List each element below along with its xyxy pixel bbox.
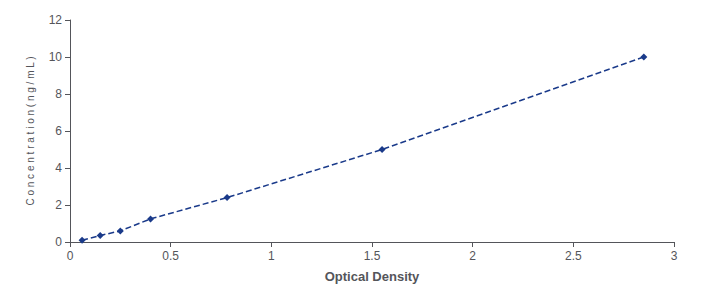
svg-text:3: 3 (671, 249, 678, 263)
svg-text:Optical Density: Optical Density (325, 269, 420, 284)
svg-text:0.5: 0.5 (162, 249, 179, 263)
svg-text:C o n c e n t r a t i o n ( n: C o n c e n t r a t i o n ( n g / m L ) (25, 56, 36, 205)
svg-text:1: 1 (268, 249, 275, 263)
svg-text:4: 4 (55, 161, 62, 175)
svg-text:2.5: 2.5 (565, 249, 582, 263)
svg-text:6: 6 (55, 124, 62, 138)
svg-text:0: 0 (67, 249, 74, 263)
svg-text:12: 12 (49, 13, 63, 27)
svg-text:1.5: 1.5 (364, 249, 381, 263)
svg-text:10: 10 (49, 50, 63, 64)
svg-text:8: 8 (55, 87, 62, 101)
svg-text:2: 2 (55, 198, 62, 212)
svg-text:0: 0 (55, 235, 62, 249)
svg-text:2: 2 (469, 249, 476, 263)
